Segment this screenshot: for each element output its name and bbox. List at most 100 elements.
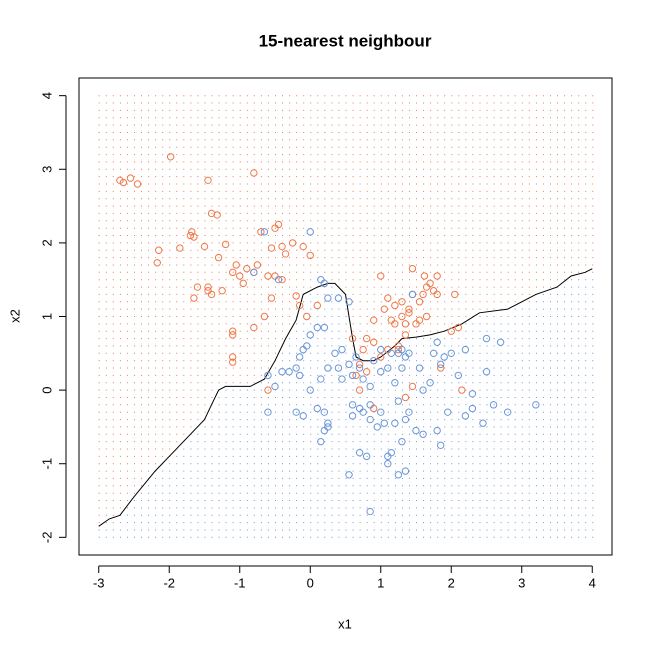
point: [239, 279, 247, 288]
point: [338, 345, 346, 354]
grid-dots-class-b: [98, 271, 594, 538]
point: [228, 331, 237, 339]
point: [412, 320, 420, 328]
point: [228, 358, 237, 366]
point: [345, 360, 353, 369]
point: [306, 251, 314, 260]
point: [380, 305, 388, 313]
point: [401, 331, 410, 339]
point: [352, 353, 360, 361]
y-tick-label: 2: [39, 239, 54, 246]
point: [292, 292, 300, 300]
point: [200, 242, 209, 251]
point: [401, 320, 410, 328]
point: [264, 386, 272, 394]
point: [380, 419, 388, 427]
point: [384, 364, 392, 372]
point: [278, 368, 286, 376]
y-tick-label: 4: [39, 92, 54, 99]
point: [153, 259, 161, 267]
point: [394, 345, 403, 354]
point: [405, 305, 413, 313]
point: [401, 467, 410, 475]
point: [267, 294, 276, 302]
point: [355, 386, 364, 394]
point: [359, 408, 367, 416]
y-tick-label: 3: [39, 166, 54, 173]
point: [391, 301, 399, 310]
point: [278, 275, 286, 284]
point: [362, 368, 371, 376]
point: [260, 228, 269, 236]
x-tick-label: -2: [163, 575, 175, 590]
point: [436, 360, 445, 369]
point: [295, 301, 304, 310]
point: [281, 250, 290, 258]
point: [299, 345, 307, 354]
point: [436, 441, 445, 450]
point: [362, 334, 371, 343]
point: [295, 353, 304, 361]
point: [221, 240, 230, 249]
point: [461, 412, 470, 420]
point: [176, 244, 184, 252]
point: [324, 294, 332, 302]
point: [218, 287, 226, 295]
point: [250, 323, 258, 332]
point: [355, 364, 364, 372]
point: [370, 316, 378, 324]
point: [232, 261, 240, 269]
point: [317, 275, 325, 284]
x-axis-label: x1: [338, 616, 352, 631]
point: [447, 327, 455, 335]
point: [285, 368, 293, 376]
point: [355, 360, 364, 369]
point: [345, 471, 353, 479]
point: [324, 364, 332, 372]
point: [394, 471, 403, 479]
point: [377, 345, 385, 354]
point: [271, 382, 279, 391]
point: [320, 408, 329, 416]
point: [352, 371, 360, 380]
decision-boundary: [98, 268, 593, 527]
point: [398, 437, 406, 446]
point: [313, 301, 321, 310]
point: [503, 408, 512, 416]
point: [433, 426, 441, 435]
point: [412, 426, 420, 435]
point: [433, 272, 441, 280]
point: [422, 283, 431, 291]
point: [415, 316, 424, 324]
point: [359, 345, 367, 354]
point: [429, 287, 438, 295]
point: [391, 379, 399, 387]
point: [317, 437, 325, 446]
point: [398, 312, 406, 321]
point: [387, 316, 396, 324]
point: [384, 460, 392, 468]
point: [320, 279, 329, 288]
point: [303, 312, 311, 321]
point: [401, 353, 410, 361]
point: [359, 375, 367, 383]
point: [391, 419, 399, 427]
point: [405, 349, 413, 358]
point: [303, 342, 311, 350]
point: [482, 368, 491, 376]
point: [370, 356, 378, 365]
point: [331, 349, 339, 358]
point: [377, 272, 385, 280]
point: [458, 386, 466, 394]
point: [313, 323, 321, 332]
point: [419, 386, 427, 394]
point: [236, 272, 244, 280]
x-tick-label: -1: [234, 575, 246, 590]
point: [278, 242, 286, 251]
chart-title: 15-nearest neighbour: [259, 31, 432, 50]
point: [306, 228, 314, 236]
point: [166, 153, 175, 161]
point: [377, 408, 385, 416]
point: [338, 375, 346, 383]
